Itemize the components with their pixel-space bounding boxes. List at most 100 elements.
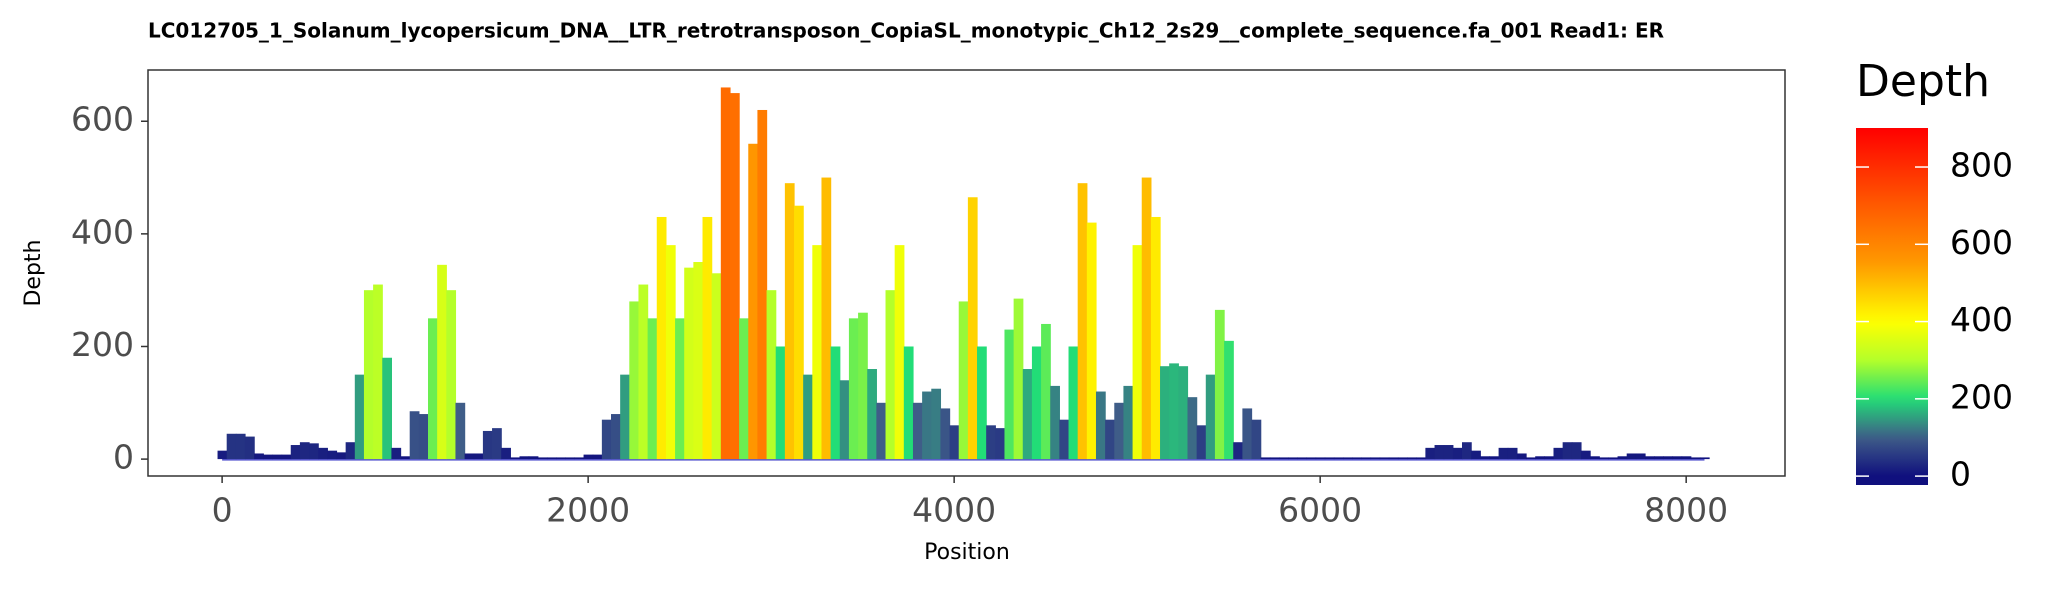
depth-bar — [775, 346, 786, 460]
depth-bar — [922, 391, 932, 460]
depth-bar — [1077, 183, 1088, 460]
y-tick-label: 0 — [113, 438, 134, 477]
depth-bar — [1333, 457, 1344, 460]
depth-bar — [1626, 453, 1637, 460]
depth-bar — [1407, 457, 1417, 460]
depth-bar — [400, 456, 411, 460]
depth-bar — [1169, 363, 1179, 460]
depth-bar — [1681, 456, 1692, 460]
depth-bar — [1507, 447, 1518, 460]
colorbar-label: 600 — [1950, 223, 2013, 262]
depth-bar — [1672, 456, 1683, 460]
depth-bar — [1516, 453, 1527, 460]
chart-title: LC012705_1_Solanum_lycopersicum_DNA__LTR… — [148, 19, 1664, 43]
depth-bar — [1031, 346, 1042, 460]
depth-bar — [1260, 457, 1271, 460]
depth-bar — [565, 457, 576, 460]
depth-bar — [473, 453, 484, 460]
depth-bar — [299, 442, 310, 460]
depth-bar — [1644, 456, 1655, 460]
depth-bar — [638, 284, 649, 460]
colorbar-label: 800 — [1950, 146, 2013, 185]
depth-bar — [1269, 457, 1280, 460]
x-axis-title: Position — [924, 540, 1010, 565]
plot-border — [147, 69, 1786, 477]
depth-bar — [1224, 340, 1234, 460]
depth-bar — [254, 453, 264, 460]
depth-bar — [336, 452, 347, 460]
depth-bar — [1443, 445, 1454, 460]
depth-bar — [1343, 457, 1353, 460]
depth-bar — [1288, 457, 1298, 460]
depth-bar — [812, 245, 823, 460]
depth-bar — [1013, 298, 1024, 460]
depth-bar — [1699, 457, 1710, 460]
depth-bar — [546, 457, 557, 460]
depth-bar — [1663, 456, 1674, 460]
depth-bar — [995, 428, 1006, 460]
depth-bar — [1452, 447, 1463, 460]
depth-bar — [766, 290, 777, 460]
depth-bar — [629, 301, 640, 460]
depth-bar — [912, 402, 923, 460]
depth-bar — [1654, 456, 1664, 460]
depth-bar — [611, 414, 621, 460]
depth-bar — [1297, 457, 1308, 460]
y-tick-label: 600 — [71, 100, 134, 139]
depth-bar — [318, 447, 328, 460]
x-tick-label: 0 — [212, 491, 233, 530]
depth-bar — [794, 205, 804, 460]
depth-bar — [1205, 374, 1216, 460]
depth-bar — [482, 430, 493, 460]
depth-bar — [1123, 385, 1134, 460]
depth-bar — [519, 456, 530, 460]
x-tick-label: 8000 — [1644, 491, 1728, 530]
depth-bar — [1690, 457, 1701, 460]
depth-bar — [1352, 457, 1362, 460]
colorbar-label: 0 — [1950, 455, 1971, 494]
depth-bar — [620, 374, 630, 460]
depth-bar — [656, 216, 667, 460]
depth-bar — [418, 414, 429, 460]
depth-bar — [1187, 397, 1198, 460]
depth-bar — [510, 457, 521, 460]
depth-bar — [409, 411, 420, 460]
depth-bar — [1114, 402, 1125, 460]
depth-bar — [821, 177, 832, 460]
depth-bar — [1068, 346, 1079, 460]
depth-bar — [354, 374, 365, 460]
depth-bar — [1022, 369, 1033, 460]
depth-bar — [1379, 457, 1390, 460]
depth-bar — [1004, 329, 1015, 460]
depth-bar — [903, 346, 914, 460]
depth-bar — [1416, 457, 1426, 460]
depth-bar — [1480, 456, 1491, 460]
depth-bar — [583, 454, 594, 460]
depth-bar — [1388, 457, 1399, 460]
depth-bar — [464, 453, 475, 460]
depth-bar — [931, 388, 942, 460]
depth-bar — [839, 380, 850, 460]
depth-bar — [867, 369, 877, 460]
depth-bar — [803, 374, 813, 460]
depth-bar — [967, 197, 978, 460]
depth-bar — [1461, 442, 1472, 460]
depth-bar — [556, 457, 566, 460]
depth-bar — [1141, 177, 1152, 460]
depth-bar — [1562, 442, 1573, 460]
depth-bar — [830, 346, 841, 460]
colorbar-label: 200 — [1950, 377, 2013, 416]
depth-bar — [1306, 457, 1317, 460]
depth-bar — [1095, 391, 1106, 460]
depth-bar — [1233, 442, 1243, 460]
depth-bar — [729, 93, 740, 460]
depth-bar — [1526, 457, 1536, 460]
depth-bar — [290, 445, 301, 460]
depth-bar — [1370, 457, 1381, 460]
depth-bar — [217, 450, 228, 460]
depth-bar — [958, 301, 969, 460]
depth-bar — [720, 87, 731, 460]
depth-bar — [711, 273, 722, 460]
depth-bar — [446, 290, 457, 460]
